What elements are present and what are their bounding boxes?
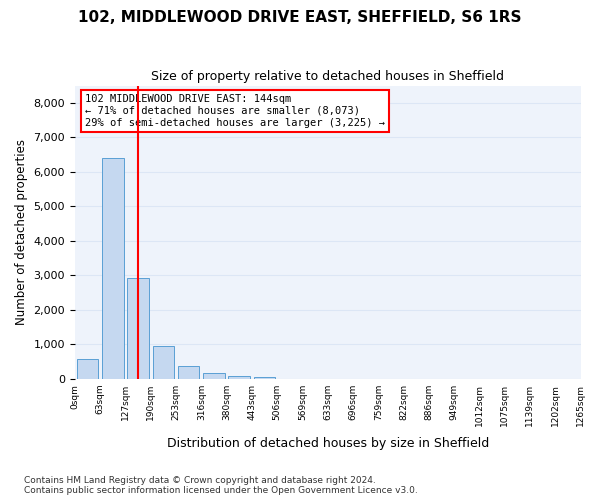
Bar bbox=[178, 366, 199, 379]
Text: 102, MIDDLEWOOD DRIVE EAST, SHEFFIELD, S6 1RS: 102, MIDDLEWOOD DRIVE EAST, SHEFFIELD, S… bbox=[78, 10, 522, 25]
Bar bbox=[152, 346, 174, 379]
Y-axis label: Number of detached properties: Number of detached properties bbox=[15, 139, 28, 325]
Bar bbox=[229, 376, 250, 379]
Text: 102 MIDDLEWOOD DRIVE EAST: 144sqm
← 71% of detached houses are smaller (8,073)
2: 102 MIDDLEWOOD DRIVE EAST: 144sqm ← 71% … bbox=[85, 94, 385, 128]
Bar bbox=[77, 359, 98, 379]
X-axis label: Distribution of detached houses by size in Sheffield: Distribution of detached houses by size … bbox=[167, 437, 489, 450]
Text: Contains HM Land Registry data © Crown copyright and database right 2024.
Contai: Contains HM Land Registry data © Crown c… bbox=[24, 476, 418, 495]
Bar bbox=[203, 374, 224, 379]
Bar bbox=[102, 158, 124, 379]
Bar bbox=[127, 278, 149, 379]
Bar bbox=[254, 377, 275, 379]
Title: Size of property relative to detached houses in Sheffield: Size of property relative to detached ho… bbox=[151, 70, 504, 83]
